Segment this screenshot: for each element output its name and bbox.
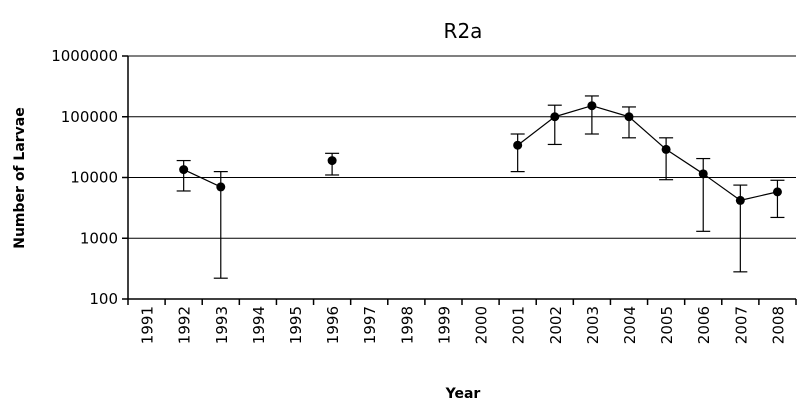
x-tick-label: 1998	[398, 306, 416, 344]
x-tick-label: 2007	[732, 306, 750, 344]
x-tick-label: 1991	[139, 306, 157, 344]
x-tick-label: 2001	[510, 306, 528, 344]
x-tick-label: 1993	[213, 306, 231, 344]
data-point	[624, 112, 634, 122]
series-line-segment	[554, 105, 593, 118]
data-point	[216, 182, 226, 192]
data-point	[698, 169, 708, 179]
data-point	[661, 144, 671, 154]
data-point	[735, 195, 745, 205]
series-line-segment	[665, 148, 704, 175]
data-point	[587, 101, 597, 111]
plot-area	[176, 95, 785, 279]
x-axis-ticks: 1991 1992 1993 1994 1995 1996 1997 1998 1999 2000…	[127, 299, 797, 344]
series-line-segment	[702, 173, 741, 201]
x-tick-label: 1996	[324, 306, 342, 344]
y-tick-label: 1000000	[51, 47, 118, 65]
y-tick-label: 10000	[70, 169, 118, 187]
data-point	[550, 112, 560, 122]
x-tick-label: 2008	[769, 306, 787, 344]
x-tick-label: 2006	[695, 306, 713, 344]
x-tick-label: 1994	[250, 306, 268, 344]
series-line-segment	[740, 191, 778, 201]
y-axis-ticks: 100 1000 10000 100000 1000000	[51, 47, 128, 308]
y-tick-label: 1000	[80, 229, 118, 247]
gridlines	[128, 55, 796, 300]
y-tick-label: 100	[89, 290, 118, 308]
x-tick-label: 2000	[473, 306, 491, 344]
data-point	[179, 165, 189, 175]
y-axis-label: Number of Larvae	[12, 107, 28, 249]
data-point	[772, 187, 782, 197]
chart-title: R2a	[444, 19, 483, 43]
series-line-segment	[591, 105, 630, 118]
x-axis-label: Year	[445, 386, 481, 402]
x-tick-label: 2002	[547, 306, 565, 344]
x-tick-label: 1992	[176, 306, 194, 344]
x-tick-label: 1995	[287, 306, 305, 344]
x-tick-label: 2005	[658, 306, 676, 344]
x-tick-label: 2004	[621, 306, 639, 344]
x-tick-label: 2003	[584, 306, 602, 344]
data-point	[327, 156, 337, 166]
series-line-segment	[183, 169, 222, 188]
data-point	[513, 140, 523, 150]
x-tick-label: 1997	[361, 306, 379, 344]
x-tick-label: 1999	[435, 306, 453, 344]
y-tick-label: 100000	[61, 108, 118, 126]
series-line-segment	[628, 116, 667, 150]
series-line-segment	[517, 116, 556, 146]
